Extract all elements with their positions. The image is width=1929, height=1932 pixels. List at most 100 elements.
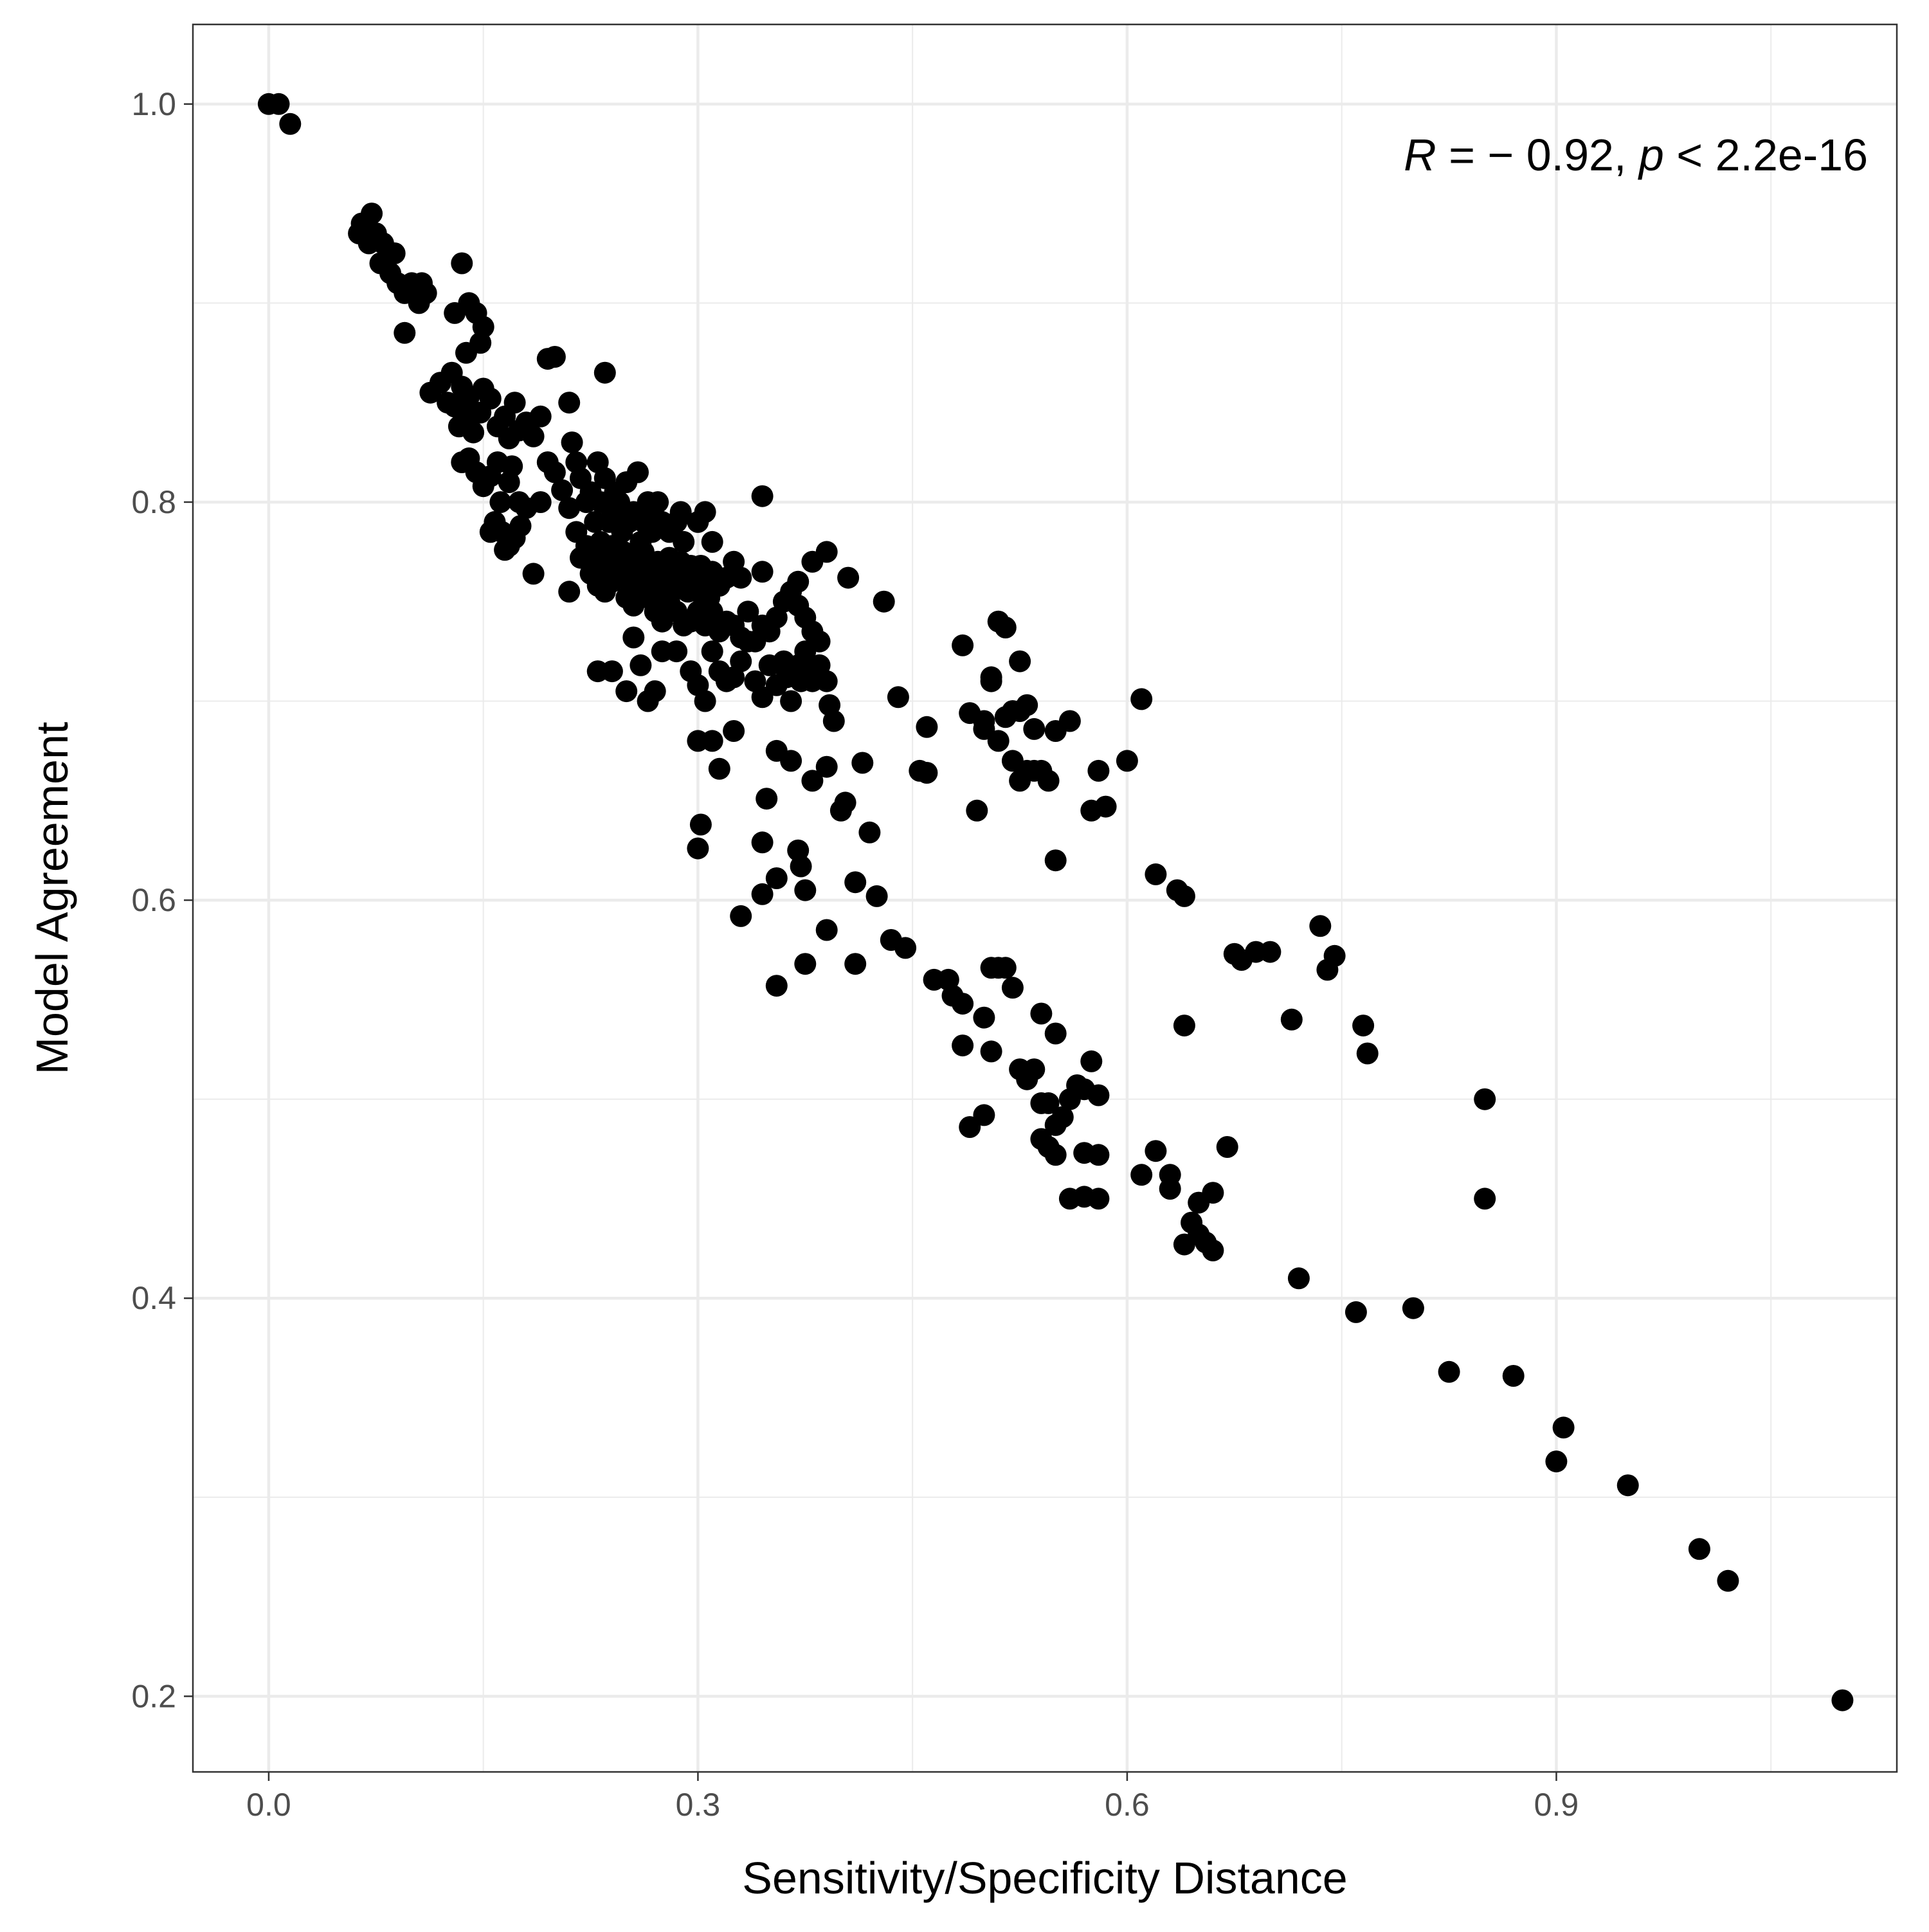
- data-point: [593, 361, 616, 384]
- data-point: [751, 561, 774, 583]
- data-point: [1145, 863, 1167, 885]
- data-point: [647, 491, 669, 513]
- data-point: [1087, 1084, 1110, 1106]
- data-point: [469, 332, 492, 354]
- data-point: [973, 1104, 995, 1126]
- data-point: [980, 1040, 1002, 1063]
- data-point: [723, 720, 745, 742]
- data-point: [708, 757, 730, 780]
- y-tick-label: 0.6: [131, 882, 176, 918]
- data-point: [834, 791, 856, 814]
- data-point: [1438, 1360, 1460, 1383]
- data-point: [503, 392, 526, 414]
- data-point: [1094, 795, 1117, 818]
- data-point: [279, 113, 302, 135]
- x-axis-title: Sensitivity/Specificity Distance: [742, 1853, 1347, 1903]
- data-point: [558, 392, 581, 414]
- data-point: [394, 321, 416, 344]
- data-point: [1617, 1474, 1639, 1497]
- data-point: [794, 640, 817, 663]
- data-point: [1474, 1187, 1496, 1210]
- y-tick-label: 0.4: [131, 1280, 176, 1316]
- annotation-p-symbol: p: [1638, 130, 1664, 180]
- data-point: [479, 521, 502, 543]
- data-point: [1009, 650, 1031, 673]
- data-point: [1051, 1106, 1074, 1128]
- data-point: [558, 581, 581, 603]
- data-point: [987, 730, 1010, 752]
- data-point: [751, 831, 774, 854]
- data-point: [501, 455, 523, 478]
- data-point: [1402, 1297, 1424, 1319]
- data-point: [966, 799, 988, 822]
- data-point: [673, 530, 695, 553]
- data-point: [959, 1116, 981, 1138]
- data-point: [644, 680, 666, 703]
- data-point: [916, 762, 938, 784]
- annotation-r-symbol: R: [1404, 130, 1436, 180]
- data-point: [973, 1006, 995, 1029]
- data-point: [994, 617, 1017, 638]
- x-tick-label: 0.0: [246, 1787, 291, 1823]
- data-point: [1116, 750, 1138, 772]
- y-tick-label: 0.8: [131, 484, 176, 520]
- data-point: [689, 813, 712, 836]
- data-point: [1087, 1187, 1110, 1210]
- data-point: [952, 634, 974, 656]
- data-point: [1309, 915, 1332, 937]
- annotation-r-value: = − 0.92,: [1436, 130, 1639, 180]
- data-point: [1001, 977, 1024, 999]
- data-point: [666, 640, 688, 663]
- data-point: [462, 421, 485, 444]
- data-point: [509, 515, 532, 537]
- data-point: [601, 660, 623, 683]
- data-point: [1130, 688, 1153, 710]
- data-point: [780, 750, 802, 772]
- data-point: [952, 1034, 974, 1057]
- data-point: [1831, 1689, 1854, 1711]
- data-point: [994, 957, 1017, 979]
- data-point: [701, 730, 723, 752]
- data-point: [1502, 1365, 1525, 1387]
- data-point: [701, 530, 723, 553]
- data-point: [765, 975, 788, 997]
- data-point: [1159, 1178, 1181, 1200]
- x-tick-label: 0.6: [1105, 1787, 1150, 1823]
- data-point: [489, 491, 512, 513]
- data-point: [1130, 1164, 1153, 1186]
- data-point: [730, 905, 752, 927]
- data-point: [1016, 694, 1038, 716]
- data-point: [522, 563, 545, 585]
- data-point: [837, 566, 860, 589]
- data-point: [1044, 849, 1067, 872]
- data-point: [1058, 710, 1081, 732]
- correlation-annotation: R = − 0.92, p < 2.2e-16: [1404, 130, 1868, 180]
- plot-panel-border: [192, 23, 1898, 1773]
- data-point: [1280, 1008, 1303, 1031]
- data-point: [730, 650, 752, 673]
- data-point: [1552, 1416, 1575, 1439]
- data-point: [1352, 1015, 1375, 1037]
- data-point: [1173, 1015, 1195, 1037]
- data-point: [851, 752, 874, 774]
- x-tick-label: 0.3: [676, 1787, 721, 1823]
- data-point: [267, 93, 290, 115]
- data-point: [1717, 1569, 1739, 1592]
- data-point: [627, 461, 649, 483]
- annotation-p-value: < 2.2e-16: [1664, 130, 1868, 180]
- data-point: [794, 879, 817, 901]
- data-point: [1259, 941, 1281, 963]
- data-point: [551, 479, 574, 501]
- data-point: [1080, 1050, 1103, 1072]
- data-point: [383, 242, 406, 264]
- data-point: [629, 654, 652, 676]
- data-point: [558, 497, 581, 519]
- data-point: [973, 718, 995, 740]
- data-point: [790, 855, 812, 878]
- data-point: [494, 539, 516, 561]
- data-point: [737, 630, 759, 653]
- data-point: [694, 690, 716, 712]
- data-point: [858, 821, 881, 844]
- data-point: [1145, 1140, 1167, 1162]
- data-point: [522, 425, 545, 447]
